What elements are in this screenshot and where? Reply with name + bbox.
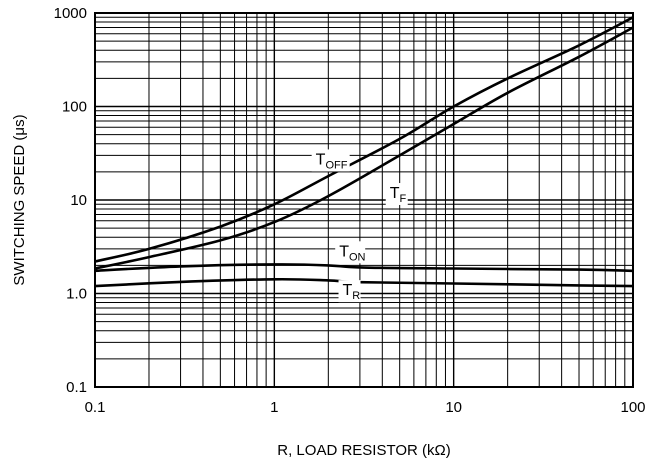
y-tick-label: 0.1: [66, 379, 87, 396]
series-toff-label-bg: [311, 149, 350, 172]
plot-frame: [94, 12, 634, 388]
series-tf-label: TF: [390, 185, 407, 205]
y-tick-label: 1000: [54, 5, 87, 22]
y-axis-title: SWITCHING SPEED (μs): [11, 114, 28, 285]
y-tick-label: 1.0: [66, 286, 87, 303]
series-tf-line: [94, 26, 634, 270]
chart-curve-labels: TOFF TF TON TR: [311, 149, 408, 303]
series-tr-line: [94, 277, 634, 288]
series-ton-label-bg: [335, 241, 366, 264]
series-tr-label: TR: [343, 282, 361, 302]
series-ton-line: [94, 263, 634, 273]
x-tick-label: 1: [270, 399, 278, 416]
series-tf-label-bg: [385, 183, 408, 206]
series-toff-label: TOFF: [316, 151, 348, 171]
x-tick-label: 100: [620, 399, 645, 416]
x-tick-label: 0.1: [85, 399, 106, 416]
series-ton-label: TON: [339, 243, 365, 263]
y-tick-label: 100: [62, 99, 87, 116]
series-tr-label-bg: [338, 280, 361, 303]
x-tick-label: 10: [445, 399, 462, 416]
series-toff-line: [94, 16, 634, 263]
x-axis-title: R, LOAD RESISTOR (kΩ): [277, 442, 450, 459]
chart-tick-labels: 0.1 1 10 100 0.1 1.0 10 100 1000: [54, 5, 646, 416]
y-tick-label: 10: [70, 192, 87, 209]
